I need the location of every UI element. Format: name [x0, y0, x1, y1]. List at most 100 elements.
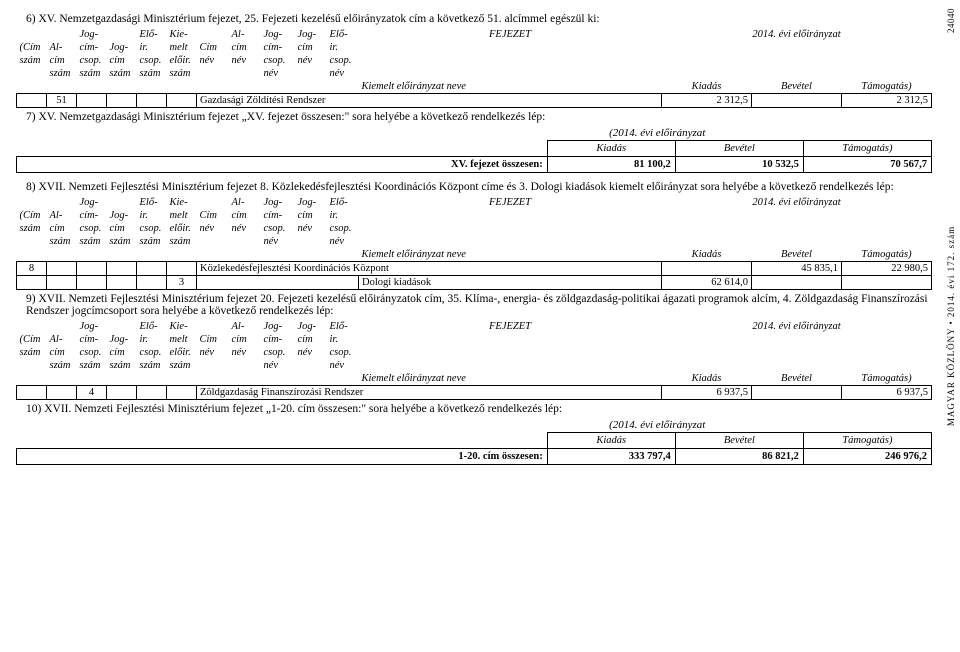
- header-row-sub: Kiemelt előirányzat neve Kiadás Bevétel …: [17, 248, 932, 262]
- h: csop.: [261, 222, 295, 235]
- cell-kiadas: 2 312,5: [662, 94, 752, 108]
- side-publication: MAGYAR KÖZLÖNY • 2014. évi 172. szám: [946, 226, 956, 426]
- h: Jog-: [107, 209, 137, 222]
- h: ir.: [327, 333, 359, 346]
- h: cím: [229, 41, 261, 54]
- h: Elő-: [327, 320, 359, 333]
- h: cím: [107, 222, 137, 235]
- item7-table: Kiadás Bevétel Támogatás) XV. fejezet ös…: [16, 140, 932, 173]
- h: szám: [107, 67, 137, 80]
- h: név: [295, 346, 327, 359]
- h: Kiadás: [547, 141, 675, 157]
- h: Jog-: [261, 196, 295, 209]
- h-tam: Támogatás): [842, 372, 932, 386]
- header-row1: Jog- Elő- Kie- Al- Jog- Jog- Elő- FEJEZE…: [17, 28, 932, 41]
- h: cím: [295, 333, 327, 346]
- item8-text: XVII. Nemzeti Fejlesztési Minisztérium f…: [38, 181, 893, 193]
- h: név: [327, 359, 359, 372]
- item10-caption: (2014. évi előirányzat: [16, 419, 932, 431]
- h: név: [295, 54, 327, 67]
- header-row2: (Cím Al- cím- Jog- ir. melt Cím cím cím-…: [17, 209, 932, 222]
- item8-table: Jog- Elő- Kie- Al- Jog- Jog- Elő- FEJEZE…: [16, 196, 932, 290]
- h: cím: [295, 41, 327, 54]
- cell-name: Közlekedésfejlesztési Koordinációs Közpo…: [197, 262, 662, 276]
- sum-b: 10 532,5: [675, 157, 803, 173]
- item9-table: Jog- Elő- Kie- Al- Jog- Jog- Elő- FEJEZE…: [16, 320, 932, 400]
- h: cím-: [261, 333, 295, 346]
- h: cím: [229, 333, 261, 346]
- h: név: [229, 346, 261, 359]
- sum-label: XV. fejezet összesen:: [17, 157, 548, 173]
- h-tam: Támogatás): [842, 80, 932, 94]
- h: szám: [47, 67, 77, 80]
- h: csop.: [77, 346, 107, 359]
- h-tam: Támogatás): [842, 248, 932, 262]
- h: szám: [77, 359, 107, 372]
- h-kiemelt: Kiemelt előirányzat neve: [359, 80, 662, 94]
- h: cím-: [261, 209, 295, 222]
- header-row-sub: Kiemelt előirányzat neve Kiadás Bevétel …: [17, 80, 932, 94]
- h: csop.: [261, 54, 295, 67]
- h-kiadas: Kiadás: [662, 372, 752, 386]
- h: csop.: [327, 346, 359, 359]
- h: csop.: [327, 54, 359, 67]
- h: melt: [167, 41, 197, 54]
- h: név: [261, 67, 295, 80]
- header-row1: Jog- Elő- Kie- Al- Jog- Jog- Elő- FEJEZE…: [17, 196, 932, 209]
- h: cím-: [77, 41, 107, 54]
- h: szám: [167, 359, 197, 372]
- item10-text: XVII. Nemzeti Fejlesztési Minisztérium f…: [44, 403, 562, 415]
- h: név: [197, 346, 229, 359]
- h-fejezet: FEJEZET: [359, 28, 662, 41]
- h-kiemelt: Kiemelt előirányzat neve: [359, 372, 662, 386]
- item8-intro: 8) XVII. Nemzeti Fejlesztési Minisztériu…: [26, 181, 932, 193]
- h: cím: [295, 209, 327, 222]
- h: cím-: [77, 209, 107, 222]
- h: Elő-: [327, 196, 359, 209]
- cell-tam: 22 980,5: [842, 262, 932, 276]
- sum-k: 333 797,4: [547, 449, 675, 465]
- h: Al-: [229, 320, 261, 333]
- item9-intro: 9) XVII. Nemzeti Fejlesztési Minisztériu…: [26, 293, 932, 317]
- h: szám: [17, 54, 47, 67]
- h: előir.: [167, 222, 197, 235]
- h: szám: [137, 359, 167, 372]
- h: név: [197, 54, 229, 67]
- h-fejezet: FEJEZET: [359, 320, 662, 333]
- cell-num: 51: [47, 94, 77, 108]
- item9-row: 4 Zöldgazdaság Finanszírozási Rendszer 6…: [17, 386, 932, 400]
- h: szám: [47, 359, 77, 372]
- item6-num: 6): [26, 13, 36, 25]
- h: Bevétel: [675, 433, 803, 449]
- h: Al-: [47, 209, 77, 222]
- item6-data-row: 51 Gazdasági Zöldítési Rendszer 2 312,5 …: [17, 94, 932, 108]
- h-bev: Bevétel: [752, 80, 842, 94]
- h: melt: [167, 209, 197, 222]
- h: Támogatás): [803, 141, 931, 157]
- h: név: [327, 235, 359, 248]
- h: Jog-: [107, 333, 137, 346]
- item8-num: 8): [26, 181, 36, 193]
- h: cím-: [77, 333, 107, 346]
- cell-tam: 2 312,5: [842, 94, 932, 108]
- h: ir.: [327, 41, 359, 54]
- h: Kie-: [167, 196, 197, 209]
- item7-num: 7): [26, 111, 36, 123]
- h: név: [229, 54, 261, 67]
- h: csop.: [137, 54, 167, 67]
- h: cím: [107, 346, 137, 359]
- h-evi: 2014. évi előirányzat: [662, 196, 932, 209]
- item6-intro: 6) XV. Nemzetgazdasági Minisztérium feje…: [26, 13, 932, 25]
- h: Al-: [229, 28, 261, 41]
- item7-intro: 7) XV. Nemzetgazdasági Minisztérium feje…: [26, 111, 932, 123]
- item8-row2: 3 Dologi kiadások 62 614,0: [17, 276, 932, 290]
- h: Kie-: [167, 320, 197, 333]
- h-evi: 2014. évi előirányzat: [662, 320, 932, 333]
- sum-t: 70 567,7: [803, 157, 931, 173]
- h-kiadas: Kiadás: [662, 80, 752, 94]
- cell-name: Dologi kiadások: [359, 276, 662, 290]
- h: szám: [47, 235, 77, 248]
- item6-table: Jog- Elő- Kie- Al- Jog- Jog- Elő- FEJEZE…: [16, 28, 932, 108]
- h: Al-: [47, 333, 77, 346]
- h: cím: [47, 54, 77, 67]
